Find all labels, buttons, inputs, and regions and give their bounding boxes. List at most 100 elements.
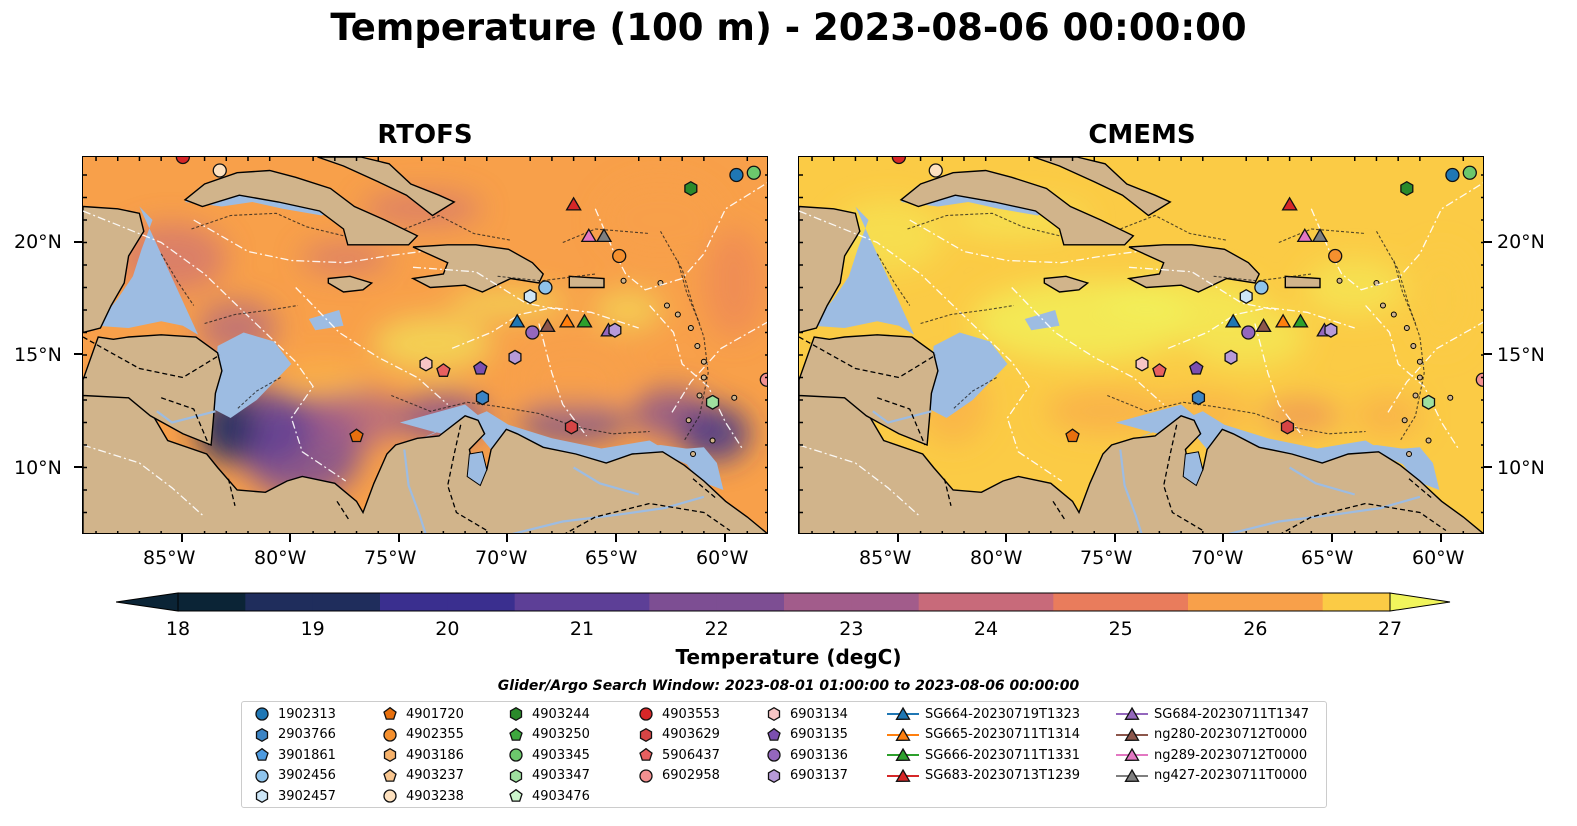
- legend-label: SG683-20230713T1239: [925, 768, 1081, 783]
- colorbar-bin: [1322, 593, 1391, 611]
- colorbar-bin: [1255, 593, 1324, 611]
- lat-major-tick: [74, 353, 82, 355]
- legend-marker: [639, 727, 653, 742]
- legend-label: 4901720: [406, 706, 464, 722]
- legend-marker: [767, 748, 781, 762]
- legend-label: 4903553: [662, 706, 720, 722]
- legend-item: ng289-20230712T0000: [1116, 746, 1307, 764]
- map-marker-4903553: [175, 157, 191, 165]
- legend-label: 3902456: [278, 768, 336, 783]
- map-marker-4903345: [746, 165, 761, 180]
- legend-label: 6902958: [662, 768, 720, 783]
- map-marker-6903134: [1135, 356, 1149, 372]
- map-panel-rtofs: [82, 156, 768, 534]
- map-marker-SG664-20230719T1323: [508, 313, 526, 328]
- legend-marker: [1124, 768, 1140, 782]
- legend-marker: [509, 706, 523, 722]
- legend: 1902313 2903766 3901861 3902456 3902457 49017…: [241, 701, 1327, 808]
- legend-marker-icon: [509, 788, 523, 802]
- legend-label: SG666-20230711T1331: [925, 747, 1081, 763]
- legend-label: 3902457: [278, 788, 336, 804]
- legend-marker-icon: [1116, 768, 1148, 782]
- legend-marker-icon: [383, 706, 397, 720]
- map-marker-4903238: [212, 163, 227, 178]
- legend-label: 4903186: [406, 747, 464, 763]
- lat-tick: 20°N: [14, 231, 62, 253]
- legend-item: 6903137: [764, 767, 848, 785]
- legend-marker-icon: [767, 727, 781, 741]
- legend-item: SG665-20230711T1314: [887, 726, 1080, 744]
- map-marker-4903347: [1421, 394, 1436, 410]
- map-panel-cmems: [798, 156, 1484, 534]
- colorbar-tick-label: 25: [1108, 618, 1133, 640]
- map-marker-4903238: [928, 163, 943, 178]
- colorbar-tick-label: 18: [165, 618, 191, 640]
- colorbar-tick-label: 21: [569, 618, 595, 640]
- legend-marker-icon: [1116, 706, 1148, 720]
- legend-marker-icon: [509, 748, 523, 762]
- map-marker-ng427-20230711T0000: [1311, 228, 1329, 243]
- colorbar-bin: [380, 593, 448, 611]
- legend-item: SG684-20230711T1347: [1116, 705, 1309, 723]
- legend-marker: [895, 727, 911, 741]
- panel-title-cmems: CMEMS: [1088, 120, 1196, 150]
- colorbar-bin: [582, 593, 650, 611]
- legend-title: Glider/Argo Search Window: 2023-08-01 01…: [497, 678, 1080, 694]
- map-marker-6903136: [1241, 325, 1256, 340]
- lon-major-tick: [1439, 534, 1442, 542]
- legend-marker-icon: [255, 747, 269, 761]
- map-marker-ng289-20230712T0000: [1296, 228, 1314, 243]
- lat-tick: 20°N: [1497, 231, 1545, 253]
- legend-marker-icon: [767, 748, 781, 762]
- legend-marker: [767, 768, 781, 783]
- map-marker-SG665-20230711T1314: [558, 313, 576, 328]
- map-marker-4902355: [612, 248, 627, 264]
- lat-tick: 15°N: [14, 344, 62, 366]
- legend-marker: [639, 707, 653, 721]
- legend-item: 4903250: [506, 726, 590, 744]
- map-marker-3902456: [538, 280, 553, 295]
- colorbar-tick-label: 23: [839, 618, 864, 640]
- map-marker-SG664-20230719T1323: [1224, 313, 1242, 328]
- legend-marker-icon: [255, 727, 269, 742]
- legend-item: ng280-20230712T0000: [1116, 726, 1307, 744]
- legend-marker-icon: [639, 768, 653, 783]
- lon-major-tick: [896, 534, 899, 542]
- legend-item: 4903238: [380, 787, 464, 805]
- map-marker-4903244: [684, 180, 698, 197]
- legend-label: 4903237: [406, 768, 464, 783]
- lon-major-tick: [1331, 534, 1334, 542]
- lat-major-tick: [1484, 240, 1492, 243]
- legend-marker-icon: [383, 727, 397, 742]
- legend-label: 2903766: [278, 727, 336, 742]
- legend-label: 4903347: [532, 768, 590, 783]
- lat-tick: 15°N: [1497, 344, 1545, 366]
- legend-marker-icon: [255, 788, 269, 804]
- legend-marker-icon: [509, 727, 523, 741]
- legend-item: 4903244: [506, 705, 590, 723]
- colorbar-bin: [312, 593, 381, 611]
- legend-marker-icon: [639, 707, 653, 721]
- lon-tick: 65°W: [585, 547, 638, 569]
- map-marker-3902456: [1254, 280, 1269, 295]
- legend-item: ng427-20230711T0000: [1116, 767, 1307, 785]
- map-marker-ng427-20230711T0000: [595, 228, 613, 243]
- map-marker-ng289-20230712T0000: [580, 228, 598, 243]
- map-marker-ng280-20230712T0000: [539, 318, 556, 333]
- map-marker-6903135: [1189, 360, 1204, 375]
- legend-marker: [767, 706, 781, 722]
- legend-label: SG665-20230711T1314: [925, 727, 1081, 742]
- lon-tick: 80°W: [970, 547, 1023, 569]
- legend-marker-icon: [383, 768, 397, 782]
- legend-marker: [383, 706, 397, 720]
- legend-item: 6903135: [764, 726, 848, 744]
- legend-marker: [383, 768, 397, 782]
- legend-label: 4903238: [406, 788, 464, 804]
- legend-marker: [895, 747, 911, 761]
- map-marker-2903766: [1191, 390, 1206, 406]
- legend-item: 3901861: [252, 746, 336, 764]
- colorbar-bin: [851, 593, 920, 611]
- map-marker-4903244: [1400, 180, 1414, 197]
- legend-item: SG666-20230711T1331: [887, 746, 1080, 764]
- lon-tick: 60°W: [696, 547, 749, 569]
